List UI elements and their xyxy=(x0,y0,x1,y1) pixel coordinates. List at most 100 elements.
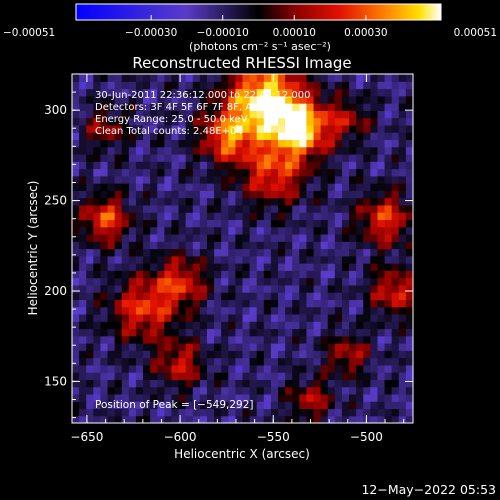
heatmap-cell xyxy=(114,299,123,308)
heatmap-cell xyxy=(405,117,413,126)
heatmap-cell xyxy=(86,386,94,395)
heatmap-cell xyxy=(341,386,350,395)
heatmap-cell xyxy=(370,146,379,155)
heatmap-cell xyxy=(79,277,87,286)
heatmap-cell xyxy=(235,306,244,315)
heatmap-cell xyxy=(221,328,229,337)
heatmap-cell xyxy=(150,110,158,119)
heatmap-cell xyxy=(405,146,413,155)
heatmap-cell xyxy=(299,95,308,104)
heatmap-cell xyxy=(86,263,94,271)
heatmap-cell xyxy=(171,95,180,104)
heatmap-cell xyxy=(143,270,151,279)
heatmap-cell xyxy=(199,408,208,417)
heatmap-cell xyxy=(356,103,364,111)
heatmap-cell xyxy=(121,226,130,235)
heatmap-cell xyxy=(100,393,109,402)
heatmap-cell xyxy=(235,219,244,228)
heatmap-cell xyxy=(164,233,173,242)
heatmap-cell xyxy=(341,197,350,206)
heatmap-cell xyxy=(249,139,258,148)
heatmap-cell xyxy=(306,241,315,250)
heatmap-cell xyxy=(306,343,315,351)
heatmap-cell xyxy=(270,306,279,315)
heatmap-cell xyxy=(349,306,357,315)
heatmap-cell xyxy=(405,168,413,177)
heatmap-cell xyxy=(334,335,343,344)
heatmap-cell xyxy=(341,124,350,133)
heatmap-cell xyxy=(128,124,137,133)
heatmap-cell xyxy=(349,299,357,308)
heatmap-cell xyxy=(114,408,123,417)
heatmap-cell xyxy=(93,139,102,148)
heatmap-cell xyxy=(100,110,109,119)
heatmap-cell xyxy=(341,313,350,322)
heatmap-cell xyxy=(405,204,413,213)
heatmap-cell xyxy=(185,132,194,141)
heatmap-cell xyxy=(157,212,165,221)
heatmap-cell xyxy=(235,190,244,199)
heatmap-cell xyxy=(178,415,187,423)
heatmap-cell xyxy=(135,219,144,228)
heatmap-cell xyxy=(128,328,137,337)
heatmap-cell xyxy=(292,335,300,344)
heatmap-cell xyxy=(121,313,130,322)
heatmap-cell xyxy=(320,110,329,119)
heatmap-cell xyxy=(349,292,357,300)
heatmap-cell xyxy=(150,343,158,351)
heatmap-cell xyxy=(100,379,109,388)
heatmap-cell xyxy=(121,183,130,191)
heatmap-cell xyxy=(114,255,123,264)
heatmap-cell xyxy=(377,197,386,206)
heatmap-cell xyxy=(128,103,137,111)
heatmap-cell xyxy=(107,233,116,242)
heatmap-cell xyxy=(363,219,371,228)
heatmap-cell xyxy=(93,241,102,250)
heatmap-cell xyxy=(93,248,102,257)
heatmap-cell xyxy=(341,343,350,351)
heatmap-cell xyxy=(320,132,329,141)
heatmap-cell xyxy=(285,139,293,148)
heatmap-cell xyxy=(363,204,371,213)
heatmap-cell xyxy=(263,175,272,184)
heatmap-cell xyxy=(114,284,123,293)
heatmap-cell xyxy=(72,241,80,250)
heatmap-cell xyxy=(157,153,165,162)
heatmap-cell xyxy=(313,321,322,330)
heatmap-cell xyxy=(398,277,407,286)
heatmap-cell xyxy=(128,350,137,359)
heatmap-cell xyxy=(334,313,343,322)
heatmap-cell xyxy=(79,263,87,271)
heatmap-cell xyxy=(178,255,187,264)
heatmap-cell xyxy=(299,175,308,184)
heatmap-cell xyxy=(398,379,407,388)
heatmap-cell xyxy=(214,212,222,221)
heatmap-cell xyxy=(278,335,286,344)
heatmap-cell xyxy=(341,183,350,191)
heatmap-cell xyxy=(72,270,80,279)
heatmap-cell xyxy=(114,393,123,402)
heatmap-cell xyxy=(249,350,258,359)
heatmap-cell xyxy=(384,81,393,90)
heatmap-cell xyxy=(405,379,413,388)
heatmap-cell xyxy=(214,270,222,279)
heatmap-cell xyxy=(242,183,251,191)
heatmap-cell xyxy=(285,132,293,141)
heatmap-cell xyxy=(185,74,194,82)
heatmap-cell xyxy=(135,408,144,417)
heatmap-cell xyxy=(242,357,251,366)
heatmap-cell xyxy=(72,248,80,257)
heatmap-cell xyxy=(377,117,386,126)
heatmap-cell xyxy=(256,343,265,351)
heatmap-cell xyxy=(320,343,329,351)
heatmap-cell xyxy=(157,168,165,177)
heatmap-cell xyxy=(256,132,265,141)
heatmap-cell xyxy=(178,241,187,250)
heatmap-cell xyxy=(256,415,265,423)
heatmap-cell xyxy=(256,161,265,170)
heatmap-cell xyxy=(150,335,158,344)
heatmap-cell xyxy=(171,408,180,417)
heatmap-cell xyxy=(278,306,286,315)
heatmap-cell xyxy=(228,270,236,279)
heatmap-cell xyxy=(256,117,265,126)
